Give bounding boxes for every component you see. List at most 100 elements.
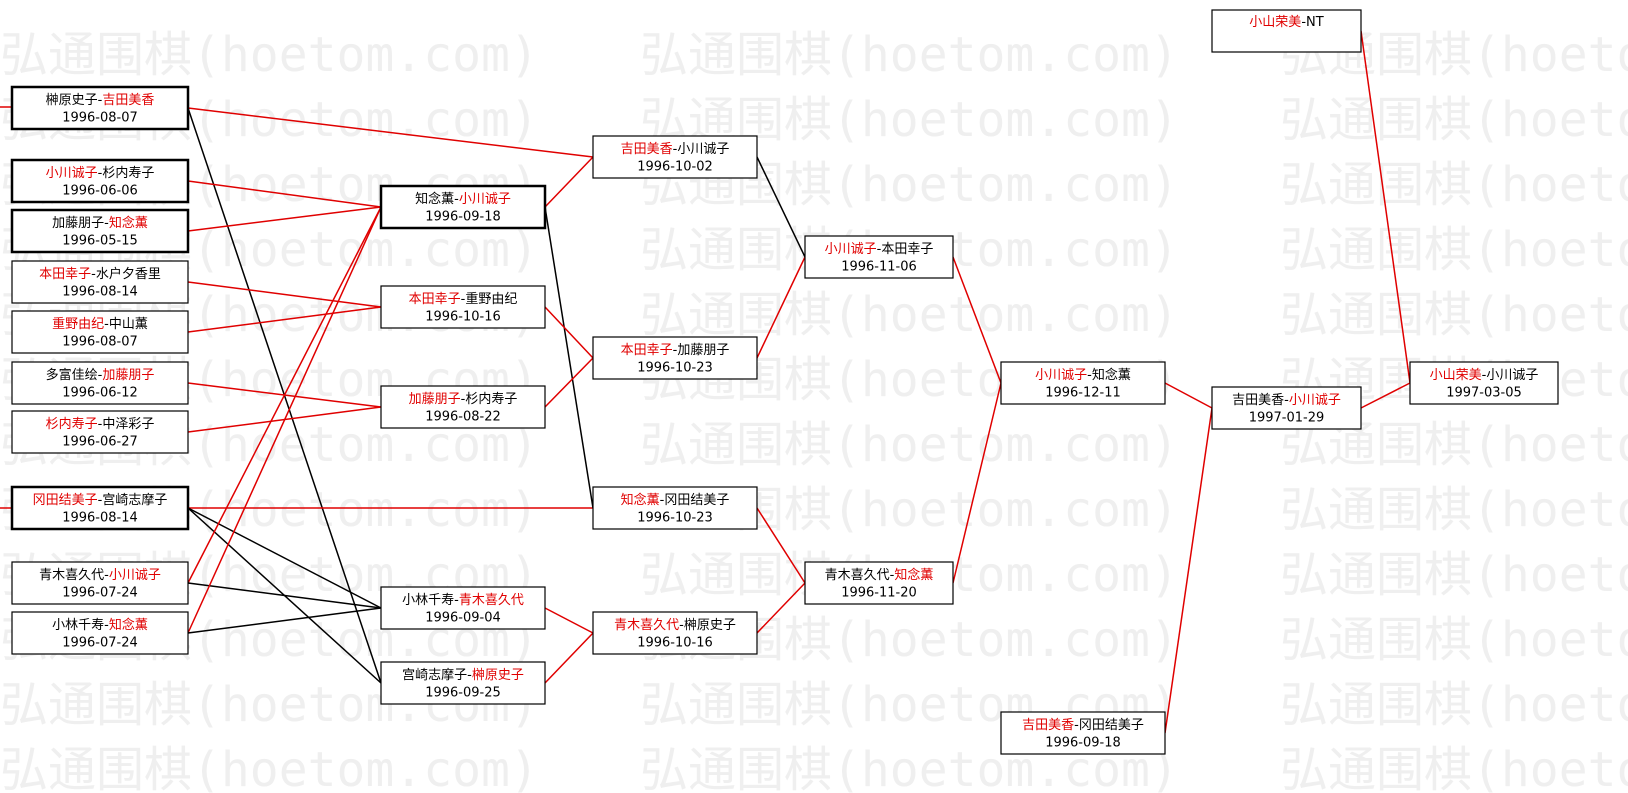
bracket-edge <box>756 256 806 359</box>
separator: - <box>679 618 684 633</box>
bracket-edge <box>544 357 594 408</box>
separator: - <box>104 216 109 231</box>
separator: - <box>1284 393 1289 408</box>
match-date: 1996-10-23 <box>637 361 713 376</box>
match-node: 本田幸子-加藤朋子 1996-10-23 <box>592 336 758 380</box>
bracket-edge <box>187 206 382 232</box>
bracket-edge <box>952 382 1002 584</box>
separator: - <box>104 568 109 583</box>
player-name: 吉田美香 <box>621 142 673 157</box>
watermark-text: 弘通围棋(hoetom.com) <box>1280 742 1628 793</box>
separator: - <box>1301 15 1306 30</box>
player-name: 小林千寿 <box>52 618 104 633</box>
bracket-edge <box>187 107 594 158</box>
match-date: 1996-05-15 <box>62 234 138 249</box>
match-node: 小林千寿-青木喜久代 1996-09-04 <box>380 586 546 630</box>
match-node: 重野由纪-中山薫 1996-08-07 <box>11 310 189 354</box>
player-name: 知念薫 <box>109 215 148 231</box>
player-name: 加藤朋子 <box>677 343 729 358</box>
bracket-edge <box>756 582 806 634</box>
bracket-edge <box>187 206 382 584</box>
match-date: 1997-01-29 <box>1249 411 1325 426</box>
match-box <box>11 410 189 454</box>
separator: - <box>98 493 103 508</box>
match-date: 1996-08-14 <box>62 285 138 300</box>
match-date: 1996-08-07 <box>62 335 138 350</box>
player-name: 宫崎志摩子 <box>102 492 167 508</box>
match-node: 知念薫-冈田结美子 1996-10-23 <box>592 486 758 530</box>
player-name: 小川诚子 <box>1486 368 1538 383</box>
separator: - <box>104 618 109 633</box>
match-players: 杉内寿子-中泽彩子 <box>46 416 155 432</box>
match-box <box>380 586 546 630</box>
player-name: 多富佳绘 <box>46 367 98 383</box>
separator: - <box>98 166 103 181</box>
match-box <box>592 486 758 530</box>
separator: - <box>461 292 466 307</box>
bracket-edge <box>544 206 594 509</box>
bracket-edge <box>187 306 382 333</box>
player-name: 重野由纪 <box>52 316 104 332</box>
match-date: 1996-10-16 <box>425 310 501 325</box>
match-node: 宫崎志摩子-榊原史子 1996-09-25 <box>380 661 546 705</box>
player-name: 重野由纪 <box>465 291 517 307</box>
watermark-text: 弘通围棋(hoetom.com) <box>1280 482 1628 538</box>
bracket-edge <box>187 206 382 634</box>
bracket-edge <box>187 281 382 308</box>
match-players: 小川诚子-杉内寿子 <box>46 165 155 181</box>
bracket-edge <box>1360 382 1411 409</box>
watermark-text: 弘通围棋(hoetom.com) <box>1280 547 1628 603</box>
match-box <box>10 208 190 254</box>
player-name: 吉田美香 <box>102 93 154 108</box>
match-date: 1996-10-23 <box>637 511 713 526</box>
player-name: 中泽彩子 <box>102 417 154 432</box>
match-node: 吉田美香-小川诚子 1997-01-29 <box>1211 386 1362 430</box>
watermark-layer: 弘通围棋(hoetom.com) 弘通围棋(hoetom.com) 弘通围棋(hoe… <box>0 27 1628 793</box>
match-players: 本田幸子-重野由纪 <box>409 291 518 307</box>
match-players: 榊原史子-吉田美香 <box>46 93 155 108</box>
match-players: 吉田美香-小川诚子 <box>621 142 730 157</box>
watermark-text: 弘通围棋(hoetom.com) <box>1280 287 1628 343</box>
match-players: 本田幸子-加藤朋子 <box>621 343 730 358</box>
bracket-edge <box>756 156 806 258</box>
watermark-text: 弘通围棋(hoetom.com) <box>0 27 539 83</box>
match-date: 1996-08-14 <box>62 511 138 526</box>
player-name: 榊原史子 <box>684 618 736 633</box>
match-node: 青木喜久代-榊原史子 1996-10-16 <box>592 611 758 655</box>
match-date: 1996-11-06 <box>841 260 917 275</box>
bracket-edge <box>187 180 382 208</box>
match-date: 1996-07-24 <box>62 586 138 601</box>
separator: - <box>454 192 459 207</box>
bracket-edge <box>1360 30 1411 384</box>
match-box <box>804 561 954 605</box>
separator: - <box>454 593 459 608</box>
watermark-text: 弘通围棋(hoetom.com) <box>640 417 1179 473</box>
match-node: 本田幸子-水户夕香里 1996-08-14 <box>11 260 189 304</box>
player-name: 榊原史子 <box>46 93 98 108</box>
match-players: 青木喜久代-知念薫 <box>825 567 934 583</box>
match-date: 1996-09-04 <box>425 611 501 626</box>
match-players: 青木喜久代-小川诚子 <box>39 568 161 583</box>
match-box <box>11 310 189 354</box>
separator: - <box>1482 368 1487 383</box>
match-box <box>1211 9 1362 53</box>
bracket-edge <box>187 582 382 609</box>
match-players: 吉田美香-冈田结美子 <box>1022 718 1144 733</box>
match-date: 1996-09-18 <box>425 210 501 225</box>
match-node: 多富佳绘-加藤朋子 1996-06-12 <box>11 361 189 405</box>
player-name: 宫崎志摩子 <box>402 667 467 683</box>
match-node: 小山荣美-NT <box>1211 9 1362 53</box>
player-name: 冈田结美子 <box>33 493 98 508</box>
player-name: 小川诚子 <box>1289 393 1341 408</box>
match-box <box>804 235 954 279</box>
match-players: 冈田结美子-宫崎志摩子 <box>33 492 168 508</box>
watermark-text: 弘通围棋(hoetom.com) <box>1280 157 1628 213</box>
separator: - <box>461 392 466 407</box>
match-node: 青木喜久代-小川诚子 1996-07-24 <box>11 561 189 605</box>
separator: - <box>877 242 882 257</box>
node-layer: 榊原史子-吉田美香1996-08-07小川诚子-杉内寿子1996-06-06加藤… <box>10 9 1559 755</box>
match-node: 加藤朋子-知念薫 1996-05-15 <box>10 208 190 254</box>
separator: - <box>890 568 895 583</box>
